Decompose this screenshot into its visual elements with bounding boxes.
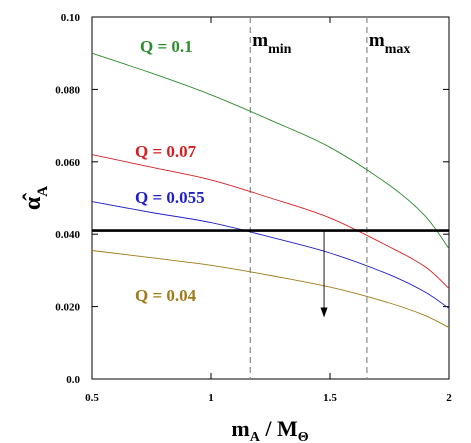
series-label: Q = 0.055 xyxy=(135,188,205,207)
x-tick-label: 1.5 xyxy=(323,392,337,404)
series-line xyxy=(91,52,450,249)
series-labels: Q = 0.1 Q = 0.07 Q = 0.055 Q = 0.04 xyxy=(135,37,205,305)
y-tick-label: 0.10 xyxy=(61,12,81,24)
vertical-markers: mmin mmax xyxy=(249,17,411,379)
y-tick-label: 0.060 xyxy=(55,157,80,169)
y-tick-label: 0.020 xyxy=(55,302,80,314)
y-tick-label: 0.040 xyxy=(55,229,80,241)
series-line xyxy=(91,201,450,309)
series-curves xyxy=(91,52,450,329)
x-tick-label: 1 xyxy=(208,392,214,404)
series-label: Q = 0.1 xyxy=(140,37,193,56)
vertical-line-label: mmax xyxy=(369,30,411,57)
y-tick-label: 0.0 xyxy=(66,374,80,386)
series-label: Q = 0.04 xyxy=(135,286,197,305)
x-tick-label: 0.5 xyxy=(85,392,99,404)
y-tick-label: 0.080 xyxy=(55,84,80,96)
plot-frame xyxy=(91,16,450,380)
vertical-line-label: mmin xyxy=(252,30,291,57)
y-axis-title: α̂A xyxy=(20,186,51,210)
down-arrow xyxy=(320,230,328,318)
x-tick-label: 2 xyxy=(446,392,452,404)
axis-ticks: 0.5 1 1.5 2 0.0 0.020 0.040 0.060 0.080 0.10 xyxy=(55,12,452,404)
plot-area xyxy=(91,16,450,380)
arrow-head xyxy=(320,307,328,318)
series-label: Q = 0.07 xyxy=(135,142,197,161)
series-line xyxy=(91,250,450,329)
series-line xyxy=(91,154,450,289)
x-axis-title: mA / MΘ xyxy=(231,416,308,443)
